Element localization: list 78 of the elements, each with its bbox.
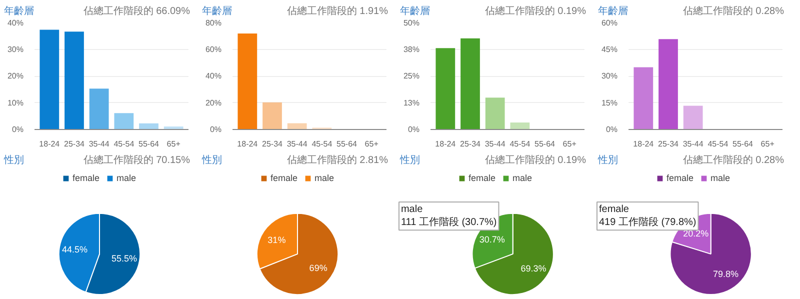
y-tick-label: 40% [7, 18, 24, 28]
data-label: 69.3% [520, 263, 546, 274]
x-tick-label: 65+ [364, 140, 379, 148]
x-tick-label: 55-64 [336, 140, 358, 148]
chart-title: 性別 [400, 154, 420, 168]
y-tick-label: 30% [601, 72, 618, 80]
x-tick-label: 65+ [562, 140, 577, 148]
chart-subtitle: 佔總工作階段的 1.91% [286, 5, 388, 19]
chart-title: 性別 [202, 154, 222, 168]
y-tick-label: 0% [606, 125, 618, 134]
legend-label: female [468, 173, 496, 183]
y-tick-label: 13% [403, 98, 420, 108]
chart-subtitle: 佔總工作階段的 0.28% [682, 5, 784, 19]
x-tick-label: 45-54 [312, 140, 333, 148]
chart-subtitle: 佔總工作階段的 0.19% [484, 5, 586, 19]
x-tick-label: 65+ [166, 140, 181, 148]
chart-subtitle: 佔總工作階段的 66.09% [83, 5, 190, 19]
chart-title: 年齡層 [4, 5, 34, 19]
y-tick-label: 50% [403, 18, 420, 28]
y-tick-label: 45% [601, 44, 618, 54]
y-tick-label: 30% [7, 44, 24, 54]
y-tick-label: 20% [7, 72, 24, 80]
x-tick-label: 35-44 [286, 140, 308, 148]
legend-label: female [72, 173, 100, 183]
x-tick-label: 18-24 [39, 140, 60, 148]
data-label: 31% [268, 234, 286, 245]
x-tick-label: 25-34 [262, 140, 284, 148]
legend-label: male [710, 173, 731, 183]
x-tick-label: 18-24 [237, 140, 258, 148]
x-tick-label: 55-64 [534, 140, 556, 148]
y-tick-label: 60% [601, 18, 618, 28]
chart-subtitle: 佔總工作階段的 0.28% [682, 154, 784, 168]
legend-label: male [512, 173, 533, 183]
legend-label: male [314, 173, 335, 183]
text: male 111 工作階段 (30.7%) [400, 204, 497, 228]
x-tick-label: 25-34 [64, 140, 86, 148]
y-tick-label: 38% [403, 44, 420, 54]
chart-subtitle: 佔總工作階段的 2.81% [286, 154, 388, 168]
legend-label: female [270, 173, 298, 183]
y-tick-label: 0% [408, 125, 420, 134]
x-tick-label: 35-44 [88, 140, 110, 148]
legend-label: female [666, 173, 694, 183]
x-tick-label: 18-24 [633, 140, 654, 148]
data-label: 20.2% [683, 228, 709, 239]
x-tick-label: 55-64 [732, 140, 754, 148]
data-label: 44.5% [62, 244, 88, 255]
data-label: 55.5% [112, 253, 138, 264]
y-tick-label: 20% [205, 98, 222, 108]
y-tick-label: 10% [7, 98, 24, 108]
chart-title: 性別 [598, 154, 618, 168]
x-tick-label: 65+ [760, 140, 775, 148]
y-tick-label: 60% [205, 44, 222, 54]
chart-subtitle: 佔總工作階段的 70.15% [83, 154, 190, 168]
chart-subtitle: 佔總工作階段的 0.19% [484, 154, 586, 168]
x-tick-label: 45-54 [114, 140, 135, 148]
x-tick-label: 25-34 [658, 140, 680, 148]
chart-title: 性別 [4, 154, 24, 168]
text: female 419 工作階段 (79.8%) [598, 204, 696, 228]
data-label: 30.7% [479, 234, 505, 245]
chart-title: 年齡層 [400, 5, 430, 19]
y-tick-label: 25% [403, 72, 420, 80]
y-tick-label: 0% [12, 125, 24, 134]
x-tick-label: 35-44 [682, 140, 704, 148]
x-tick-label: 45-54 [510, 140, 531, 148]
data-label: 79.8% [712, 269, 739, 280]
x-tick-label: 18-24 [435, 140, 456, 148]
y-tick-label: 15% [601, 98, 618, 108]
chart-title: 年齡層 [202, 5, 232, 19]
x-tick-label: 35-44 [484, 140, 506, 148]
data-label: 69% [309, 263, 328, 274]
x-tick-label: 55-64 [138, 140, 160, 148]
x-tick-label: 45-54 [708, 140, 729, 148]
legend-label: male [116, 173, 137, 183]
y-tick-label: 0% [210, 125, 222, 134]
y-tick-label: 40% [205, 72, 222, 80]
chart-title: 年齡層 [598, 5, 628, 19]
x-tick-label: 25-34 [460, 140, 482, 148]
y-tick-label: 80% [205, 18, 222, 28]
